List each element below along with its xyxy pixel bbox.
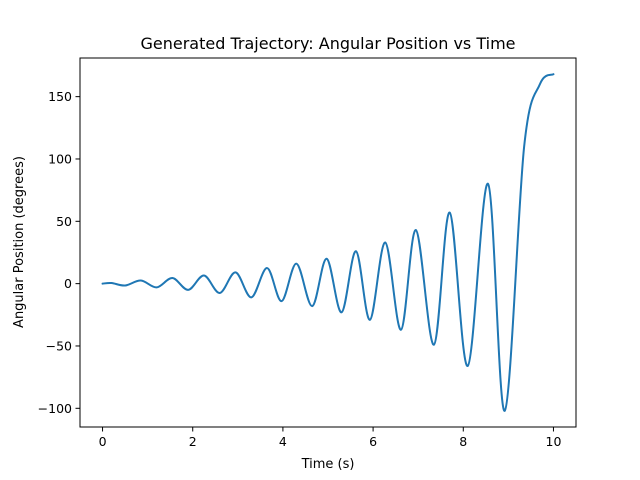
y-tick-label: −100 xyxy=(38,401,72,416)
x-tick-label: 6 xyxy=(369,434,377,449)
y-tick-label: 0 xyxy=(64,276,72,291)
y-tick-label: 100 xyxy=(48,151,72,166)
series-layer xyxy=(101,73,555,412)
x-axis-label: Time (s) xyxy=(301,457,355,472)
y-tick-label: 50 xyxy=(56,214,72,229)
y-tick-label: −50 xyxy=(46,338,72,353)
chart-title: Generated Trajectory: Angular Position v… xyxy=(140,34,515,53)
x-tick-label: 0 xyxy=(99,434,107,449)
y-axis: −100 −50 0 50 100 150 xyxy=(38,89,80,416)
x-tick-label: 8 xyxy=(459,434,467,449)
x-axis: 0 2 4 6 8 10 xyxy=(99,427,562,449)
x-tick-label: 2 xyxy=(189,434,197,449)
x-tick-label: 4 xyxy=(279,434,287,449)
series-line xyxy=(101,73,555,412)
x-tick-label: 10 xyxy=(546,434,562,449)
plot-area xyxy=(79,57,577,428)
y-tick-label: 150 xyxy=(48,89,72,104)
y-axis-label: Angular Position (degrees) xyxy=(12,156,27,328)
axes-frame xyxy=(79,57,577,428)
